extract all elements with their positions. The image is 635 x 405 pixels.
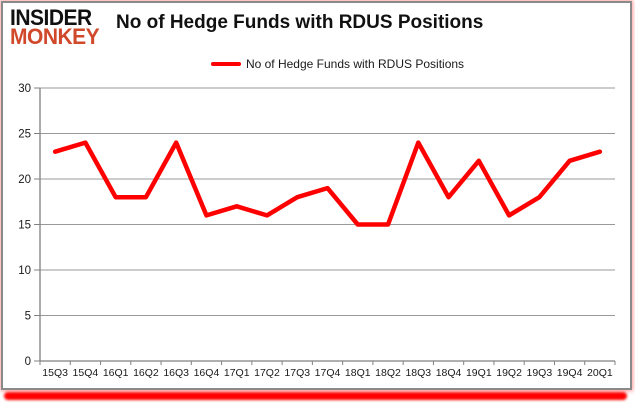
chart-title: No of Hedge Funds with RDUS Positions	[116, 12, 484, 33]
x-axis-label-17Q1: 17Q1	[224, 367, 250, 379]
x-axis-label-18Q4: 18Q4	[436, 367, 462, 379]
logo-insider-text: INSIDER	[10, 5, 92, 31]
y-axis-label-20: 20	[18, 174, 31, 186]
x-axis-label-16Q4: 16Q4	[194, 367, 220, 379]
x-axis-label-17Q3: 17Q3	[284, 367, 310, 379]
x-axis-label-15Q4: 15Q4	[73, 367, 99, 379]
x-axis-label-16Q1: 16Q1	[103, 367, 129, 379]
insider-monkey-logo: INSIDER MONKEY	[10, 5, 100, 50]
legend-line-marker-icon	[210, 62, 241, 66]
logo-monkey-text: MONKEY	[10, 25, 100, 50]
y-axis-label-25: 25	[18, 129, 31, 141]
x-axis-label-17Q4: 17Q4	[315, 367, 341, 379]
y-axis-label-30: 30	[18, 83, 31, 95]
x-axis-label-18Q2: 18Q2	[375, 367, 401, 379]
x-axis-label-19Q3: 19Q3	[526, 367, 552, 379]
y-axis-label-15: 15	[18, 220, 31, 232]
chart-legend: No of Hedge Funds with RDUS Positions	[40, 56, 635, 72]
x-axis-label-16Q3: 16Q3	[163, 367, 189, 379]
bottom-red-accent-bar	[4, 392, 627, 400]
y-axis-label-10: 10	[18, 265, 31, 277]
x-axis-label-19Q2: 19Q2	[496, 367, 522, 379]
x-axis-label-18Q1: 18Q1	[345, 367, 371, 379]
y-axis-label-5: 5	[25, 311, 31, 323]
y-axis-label-0: 0	[25, 356, 31, 368]
x-axis-label-19Q4: 19Q4	[557, 367, 583, 379]
x-axis-label-19Q1: 19Q1	[466, 367, 492, 379]
x-axis-label-18Q3: 18Q3	[405, 367, 431, 379]
data-line-series	[52, 140, 603, 227]
legend-label: No of Hedge Funds with RDUS Positions	[245, 57, 465, 71]
x-axis-label-16Q2: 16Q2	[133, 367, 159, 379]
x-axis-label-17Q2: 17Q2	[254, 367, 280, 379]
x-axis-label-15Q3: 15Q3	[42, 367, 68, 379]
x-axis-label-20Q1: 20Q1	[587, 367, 613, 379]
